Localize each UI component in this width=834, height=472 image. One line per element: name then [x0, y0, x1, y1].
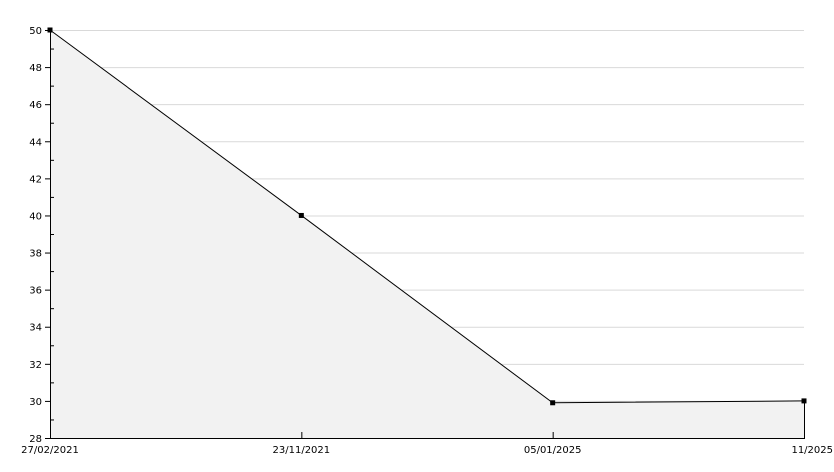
- y-tick-label: 36: [29, 286, 42, 297]
- data-point: [550, 400, 556, 406]
- y-tick-label: 44: [29, 137, 42, 148]
- y-tick-label: 38: [29, 249, 42, 260]
- series-line: [49, 29, 805, 404]
- data-point: [47, 27, 53, 33]
- area-fill: [50, 30, 804, 438]
- data-point: [298, 212, 304, 218]
- y-tick-label: 40: [29, 211, 42, 222]
- y-tick-label: 42: [29, 174, 42, 185]
- x-tick-label: 27/02/2021: [21, 445, 79, 456]
- y-tick-label: 28: [29, 434, 42, 445]
- x-tick-label: 23/11/2021: [273, 445, 331, 456]
- data-point: [801, 398, 807, 404]
- y-tick-label: 30: [29, 397, 42, 408]
- y-tick-label: 34: [29, 323, 42, 334]
- y-tick-label: 46: [29, 100, 42, 111]
- y-tick-label: 48: [29, 63, 42, 74]
- x-tick-label: 05/01/2025: [524, 445, 582, 456]
- y-tick-label: 50: [29, 26, 42, 37]
- x-tick-label: 11/2025: [791, 445, 833, 456]
- y-tick-label: 32: [29, 360, 42, 371]
